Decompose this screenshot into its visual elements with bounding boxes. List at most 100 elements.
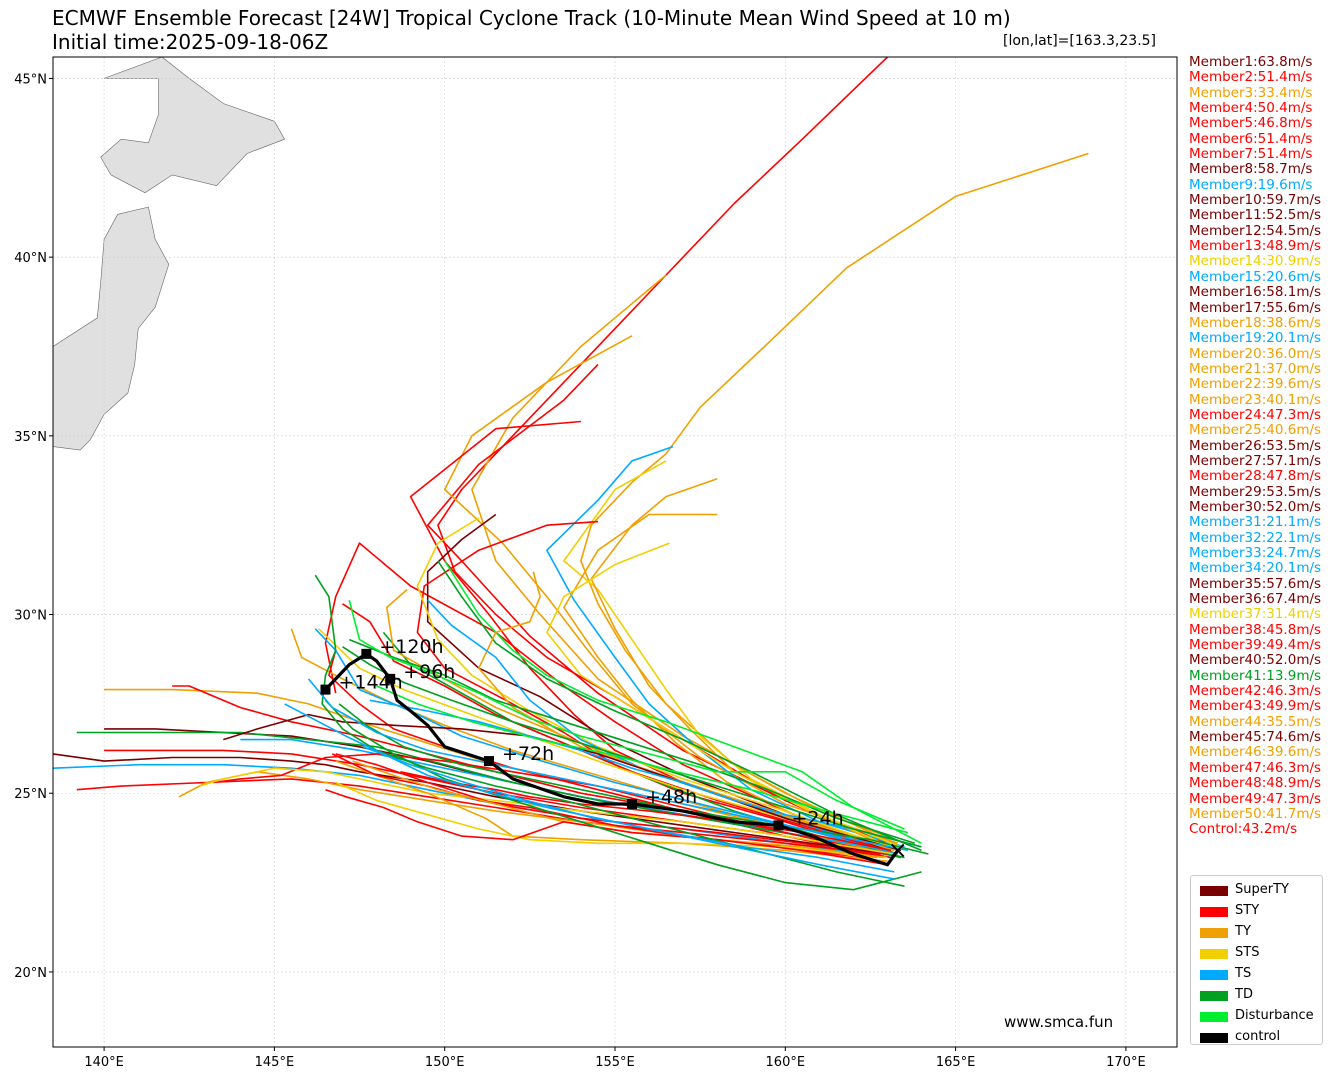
legend-label: STS <box>1235 945 1260 960</box>
member-entry: Member6:51.4m/s <box>1189 130 1313 147</box>
legend-label: TS <box>1235 966 1252 981</box>
ensemble-track <box>53 763 895 859</box>
legend-label: control <box>1235 1029 1281 1044</box>
member-entry: Member42:46.3m/s <box>1189 683 1322 700</box>
ensemble-track <box>331 753 892 859</box>
ensemble-track <box>437 560 922 852</box>
member-entry: Member8:58.7m/s <box>1189 161 1313 178</box>
legend-swatch <box>1200 949 1228 959</box>
legend-swatch <box>1200 886 1228 896</box>
ensemble-track <box>580 152 1089 845</box>
ensemble-track <box>314 628 898 855</box>
lat-tick-label: 40°N <box>14 251 47 266</box>
member-entry: Member47:46.3m/s <box>1189 759 1322 776</box>
time-mark-square <box>385 673 396 684</box>
lon-tick-label: 155°E <box>595 1055 635 1070</box>
ensemble-track <box>335 781 888 859</box>
member-entry: Member3:33.4m/s <box>1189 84 1313 101</box>
member-entry: Member48:48.9m/s <box>1189 775 1322 792</box>
ensemble-track <box>53 753 888 855</box>
member-entry: Member5:46.8m/s <box>1189 115 1313 132</box>
legend-swatch <box>1200 970 1228 980</box>
ensemble-track <box>324 699 922 891</box>
ensemble-track <box>307 678 909 852</box>
ensemble-track <box>284 703 895 880</box>
ensemble-track <box>362 746 895 873</box>
member-entry: Member11:52.5m/s <box>1189 207 1322 224</box>
land-polygon <box>53 206 170 451</box>
member-entry: Member4:50.4m/s <box>1189 100 1313 117</box>
member-entry: Member24:47.3m/s <box>1189 406 1322 423</box>
member-entry: Member34:20.1m/s <box>1189 560 1322 577</box>
member-entry: Member20:36.0m/s <box>1189 345 1322 362</box>
member-entry: Member29:53.5m/s <box>1189 483 1322 500</box>
legend-label: Disturbance <box>1235 1008 1314 1023</box>
chart-title: ECMWF Ensemble Forecast [24W] Tropical C… <box>52 6 1011 30</box>
lat-tick-label: 45°N <box>14 72 47 87</box>
member-entry: Member44:35.5m/s <box>1189 713 1322 730</box>
lon-tick-label: 160°E <box>766 1055 806 1070</box>
lat-tick-label: 30°N <box>14 609 47 624</box>
ensemble-track <box>338 703 929 855</box>
ensemble-track <box>314 574 905 887</box>
ensemble-track <box>76 731 902 859</box>
lon-tick-label: 150°E <box>425 1055 465 1070</box>
member-entry: Member26:53.5m/s <box>1189 437 1322 454</box>
member-entry: Member23:40.1m/s <box>1189 391 1322 408</box>
member-entry: Member9:19.6m/s <box>1189 176 1313 193</box>
member-entry: Member15:20.6m/s <box>1189 268 1322 285</box>
member-entry: Member25:40.6m/s <box>1189 422 1322 439</box>
lat-tick-label: 35°N <box>14 430 47 445</box>
category-legend: SuperTY STY TY STS TS TD Disturbance control <box>1190 875 1323 1045</box>
time-mark-square <box>320 684 331 695</box>
control-layer: +24h +48h +72h +96h +120h +144h <box>320 636 905 867</box>
lon-tick-label: 145°E <box>255 1055 295 1070</box>
member-entry: Member12:54.5m/s <box>1189 222 1322 239</box>
chart-subtitle: Initial time:2025-09-18-06Z <box>52 30 329 54</box>
time-mark-label: +72h <box>502 743 554 765</box>
time-mark-square <box>773 820 784 831</box>
member-entry: Member37:31.4m/s <box>1189 606 1322 623</box>
legend-swatch <box>1200 1033 1228 1043</box>
member-entry: Member46:39.6m/s <box>1189 744 1322 761</box>
initial-position-marker <box>891 843 905 858</box>
member-entry: Member30:52.0m/s <box>1189 498 1322 515</box>
member-entry: Member7:51.4m/s <box>1189 146 1313 163</box>
member-entry: Member49:47.3m/s <box>1189 790 1322 807</box>
member-entry: Member10:59.7m/s <box>1189 192 1322 209</box>
time-mark-square <box>627 798 638 809</box>
coordinate-readout: [lon,lat]=[163.3,23.5] <box>1003 33 1157 49</box>
member-entry: Member32:22.1m/s <box>1189 529 1322 546</box>
legend-swatch <box>1200 991 1228 1001</box>
member-entry: Member40:52.0m/s <box>1189 652 1322 669</box>
member-entry: Member36:67.4m/s <box>1189 591 1322 608</box>
legend-label: TY <box>1235 924 1251 939</box>
lon-tick-label: 165°E <box>936 1055 976 1070</box>
member-entry: Member22:39.6m/s <box>1189 376 1322 393</box>
member-entry: Member28:47.8m/s <box>1189 468 1322 485</box>
lat-tick-label: 25°N <box>14 787 47 802</box>
ensemble-track <box>342 603 895 855</box>
time-mark-label: +24h <box>791 807 843 829</box>
member-entry: Member1:63.8m/s <box>1189 54 1313 70</box>
legend-swatch <box>1200 1012 1228 1022</box>
legend-label: STY <box>1235 903 1260 918</box>
member-entry: Member35:57.6m/s <box>1189 575 1322 592</box>
time-mark-label: +120h <box>379 636 443 658</box>
ensemble-track <box>348 599 905 830</box>
member-entry: Member27:57.1m/s <box>1189 452 1322 469</box>
member-entry: Member50:41.7m/s <box>1189 805 1322 822</box>
lon-tick-label: 140°E <box>84 1055 124 1070</box>
lon-tick-label: 170°E <box>1106 1055 1146 1070</box>
control-track <box>324 652 900 867</box>
ensemble-track <box>376 685 909 834</box>
legend-swatch <box>1200 928 1228 938</box>
member-entry: Member14:30.9m/s <box>1189 253 1322 270</box>
ensemble-track <box>546 445 905 848</box>
member-entry: Member17:55.6m/s <box>1189 299 1322 316</box>
legend-label: TD <box>1235 987 1253 1002</box>
legend-swatch <box>1200 907 1228 917</box>
time-mark-square <box>483 756 494 767</box>
ensemble-track <box>76 778 881 855</box>
